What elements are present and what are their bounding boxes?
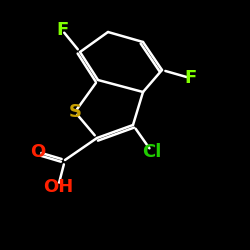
Text: OH: OH — [43, 178, 73, 196]
Text: F: F — [184, 69, 196, 87]
Text: F: F — [56, 21, 68, 39]
Text: O: O — [30, 143, 46, 161]
Text: S: S — [68, 103, 82, 121]
Text: Cl: Cl — [142, 143, 162, 161]
